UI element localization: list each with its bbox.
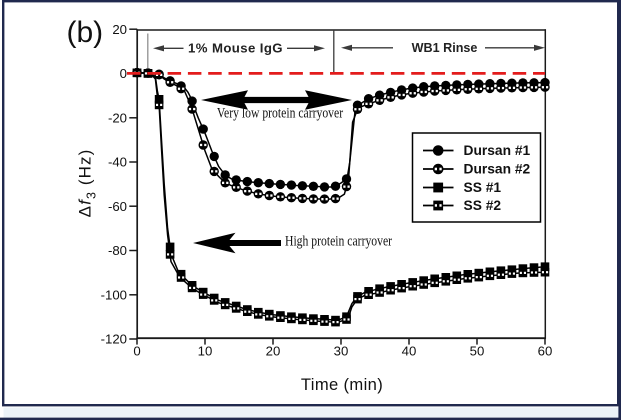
svg-text:-60: -60 bbox=[108, 199, 127, 214]
svg-text:-40: -40 bbox=[108, 155, 127, 170]
svg-text:-120: -120 bbox=[101, 332, 127, 347]
svg-text:High protein carryover: High protein carryover bbox=[285, 232, 393, 249]
svg-text:20: 20 bbox=[266, 344, 281, 359]
svg-text:60: 60 bbox=[538, 344, 553, 359]
svg-text:Dursan #2: Dursan #2 bbox=[464, 162, 531, 177]
svg-text:-80: -80 bbox=[108, 243, 127, 258]
svg-text:Time (min): Time (min) bbox=[301, 375, 383, 394]
svg-text:-20: -20 bbox=[108, 110, 127, 125]
svg-text:50: 50 bbox=[470, 344, 485, 359]
svg-text:0: 0 bbox=[133, 344, 140, 359]
svg-text:10: 10 bbox=[198, 344, 213, 359]
svg-text:20: 20 bbox=[112, 22, 127, 37]
svg-text:30: 30 bbox=[334, 344, 349, 359]
svg-text:SS #1: SS #1 bbox=[464, 180, 502, 195]
svg-text:WB1 Rinse: WB1 Rinse bbox=[412, 41, 478, 55]
svg-text:-100: -100 bbox=[101, 287, 127, 302]
svg-text:0: 0 bbox=[120, 66, 127, 81]
svg-text:SS #2: SS #2 bbox=[464, 198, 502, 213]
svg-text:Dursan #1: Dursan #1 bbox=[464, 143, 531, 158]
svg-text:Very low protein carryover: Very low protein carryover bbox=[217, 104, 344, 121]
svg-text:(b): (b) bbox=[67, 16, 104, 49]
svg-text:40: 40 bbox=[402, 344, 417, 359]
svg-text:1% Mouse IgG: 1% Mouse IgG bbox=[188, 41, 283, 56]
svg-text:Δf3 (Hz): Δf3 (Hz) bbox=[76, 149, 99, 218]
